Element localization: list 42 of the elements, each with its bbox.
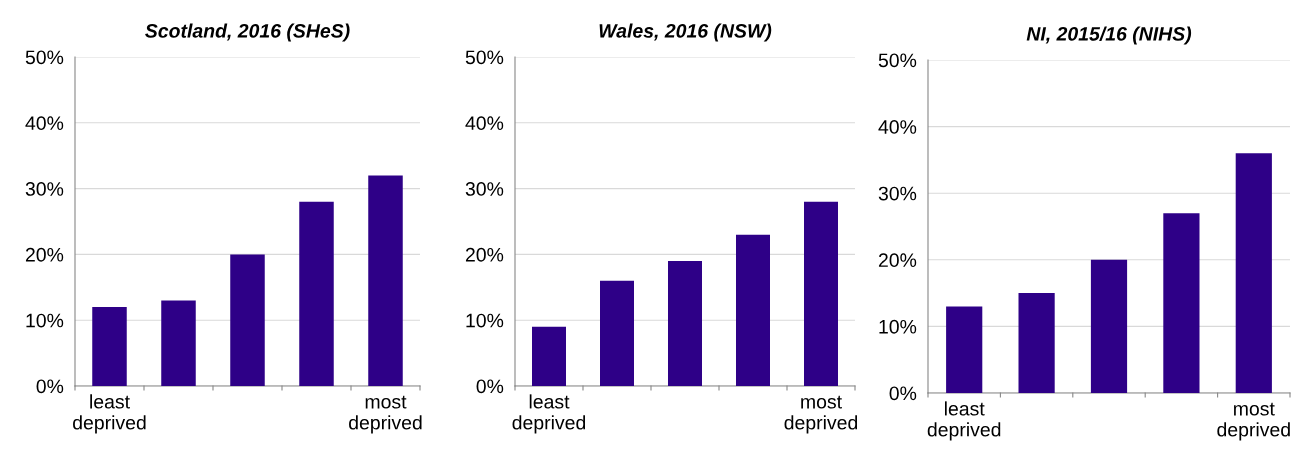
x-tick-label: least deprived: [512, 394, 586, 434]
bar: [1163, 213, 1200, 393]
bar: [299, 201, 334, 386]
y-tick-label: 50%: [25, 50, 64, 65]
y-tick-label: 10%: [879, 319, 917, 334]
chart-title: Wales, 2016 (NSW): [599, 23, 772, 42]
bar: [92, 307, 127, 386]
x-tick-label: least deprived: [73, 394, 146, 434]
y-tick-label: 0%: [889, 386, 917, 401]
bar: [1090, 259, 1128, 393]
y-tick-label: 0%: [36, 379, 64, 394]
y-tick-label: 50%: [465, 50, 504, 65]
y-tick-label: 50%: [878, 53, 917, 68]
bar: [668, 260, 702, 386]
bar: [1018, 293, 1055, 393]
x-tick-label: most deprived: [349, 395, 422, 434]
bar: [946, 306, 983, 393]
y-tick-label: 0%: [476, 379, 504, 394]
x-tick-label: most deprived: [1217, 402, 1290, 441]
bar: [230, 254, 265, 386]
chart-title: Scotland, 2016 (SHeS): [145, 23, 350, 42]
chart-title: NI, 2015/16 (NIHS): [1026, 26, 1192, 45]
y-tick-label: 40%: [25, 116, 64, 131]
y-tick-label: 40%: [878, 120, 917, 134]
y-tick-label: 40%: [465, 116, 504, 131]
bar: [736, 234, 770, 386]
bar: [804, 201, 838, 386]
x-tick-label: most deprived: [784, 395, 858, 434]
y-tick-label: 20%: [465, 247, 504, 262]
bar: [532, 326, 566, 386]
y-tick-label: 10%: [466, 313, 504, 328]
bar: [1235, 153, 1272, 393]
y-tick-label: 20%: [878, 253, 917, 268]
bar: [368, 175, 403, 386]
x-tick-label: least deprived: [927, 401, 1001, 441]
y-tick-label: 20%: [25, 247, 64, 262]
y-tick-label: 30%: [878, 186, 917, 201]
bar: [161, 300, 196, 386]
y-tick-label: 30%: [465, 182, 504, 196]
y-tick-label: 30%: [25, 182, 64, 196]
bar: [600, 280, 634, 386]
y-tick-label: 10%: [26, 313, 64, 328]
